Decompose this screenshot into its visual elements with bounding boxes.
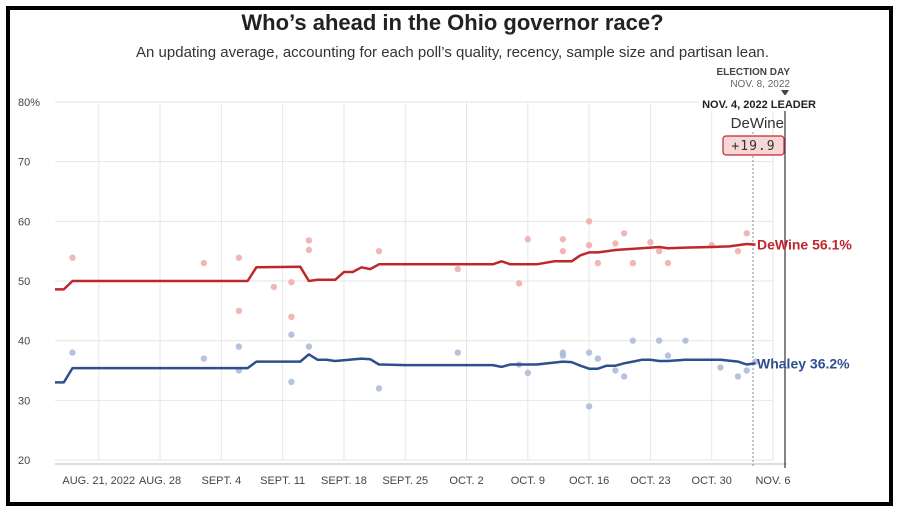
poll-dot — [375, 385, 383, 392]
y-tick-label: 60 — [18, 216, 30, 228]
poll-dot — [594, 355, 602, 362]
poll-dot — [288, 331, 295, 338]
end-label-whaley: Whaley 36.2% — [757, 355, 850, 371]
chart-frame — [6, 6, 893, 506]
poll-dot — [305, 343, 313, 350]
y-tick-label: 70 — [18, 157, 30, 169]
poll-dot — [734, 373, 742, 380]
poll-dot — [305, 246, 313, 254]
poll-dot — [69, 349, 76, 356]
x-tick-label: SEPT. 25 — [382, 475, 428, 487]
x-tick-label: OCT. 9 — [511, 475, 545, 487]
poll-dot — [612, 240, 619, 247]
poll-dot — [270, 283, 278, 291]
leader-name: DeWine — [731, 115, 784, 132]
x-tick-label: SEPT. 11 — [260, 475, 305, 487]
poll-dot — [743, 230, 750, 237]
series-line-whaley — [55, 353, 756, 384]
poll-dot — [559, 236, 567, 243]
x-tick-label: OCT. 16 — [569, 475, 609, 487]
poll-dot — [620, 230, 628, 237]
poll-dot — [515, 280, 523, 287]
poll-dot — [200, 355, 208, 362]
poll-dot — [585, 218, 593, 225]
x-tick-label: AUG. 21, 2022 — [62, 475, 135, 487]
leader-heading: NOV. 4, 2022 LEADER — [702, 99, 816, 111]
poll-dot — [647, 239, 654, 246]
leader-margin: +19.9 — [731, 139, 775, 154]
poll-dot — [717, 364, 724, 371]
poll-dot — [629, 337, 637, 344]
end-label-dewine: DeWine 56.1% — [757, 237, 852, 253]
y-tick-label: 30 — [18, 395, 30, 407]
election-day-date: NOV. 8, 2022 — [730, 79, 790, 90]
poll-dot — [235, 307, 243, 315]
election-day-arrow-icon — [781, 90, 789, 96]
poll-dot — [664, 352, 672, 359]
poll-dot — [629, 259, 637, 267]
leader-margin-badge — [722, 135, 785, 156]
poll-dot — [375, 247, 383, 255]
y-tick-label: 50 — [18, 276, 30, 288]
poll-dot — [620, 373, 628, 380]
poll-dot — [585, 349, 593, 356]
x-tick-label: OCT. 23 — [630, 475, 670, 487]
poll-dot — [454, 265, 461, 273]
x-tick-label: AUG. 28 — [139, 475, 181, 487]
poll-dot — [585, 403, 593, 410]
poll-dot — [655, 247, 663, 255]
poll-dot — [734, 247, 742, 255]
election-day-title: ELECTION DAY — [716, 67, 790, 78]
x-tick-label: SEPT. 4 — [201, 475, 241, 487]
poll-dot — [524, 369, 532, 377]
poll-dot — [585, 242, 593, 249]
series-line-dewine — [55, 242, 756, 291]
poll-dot — [559, 352, 567, 359]
poll-dot — [235, 254, 243, 261]
poll-dot — [305, 237, 313, 244]
poll-dot — [524, 236, 532, 243]
x-tick-label: OCT. 30 — [692, 475, 732, 487]
chart-subtitle: An updating average, accounting for each… — [136, 44, 769, 61]
y-tick-label: 20 — [18, 455, 30, 467]
poll-dot — [655, 337, 663, 344]
poll-dot — [743, 367, 750, 374]
poll-dot — [682, 337, 689, 344]
poll-dot — [612, 367, 619, 374]
poll-dot — [288, 278, 295, 286]
poll-dot — [559, 247, 567, 255]
y-tick-label: 80% — [18, 97, 40, 109]
chart-title: Who’s ahead in the Ohio governor race? — [241, 10, 664, 35]
x-tick-label: SEPT. 18 — [321, 475, 367, 487]
poll-dot — [69, 254, 76, 261]
poll-dot — [664, 259, 672, 267]
poll-dot — [288, 378, 295, 386]
x-tick-label: NOV. 6 — [755, 475, 790, 487]
leader-heading-bg — [700, 95, 788, 111]
poll-dot — [235, 343, 243, 350]
poll-dot — [288, 313, 295, 320]
x-tick-label: OCT. 2 — [449, 475, 483, 487]
poll-dot — [594, 259, 602, 267]
poll-dot — [454, 349, 461, 356]
y-tick-label: 40 — [18, 336, 30, 348]
poll-dot — [200, 259, 208, 267]
